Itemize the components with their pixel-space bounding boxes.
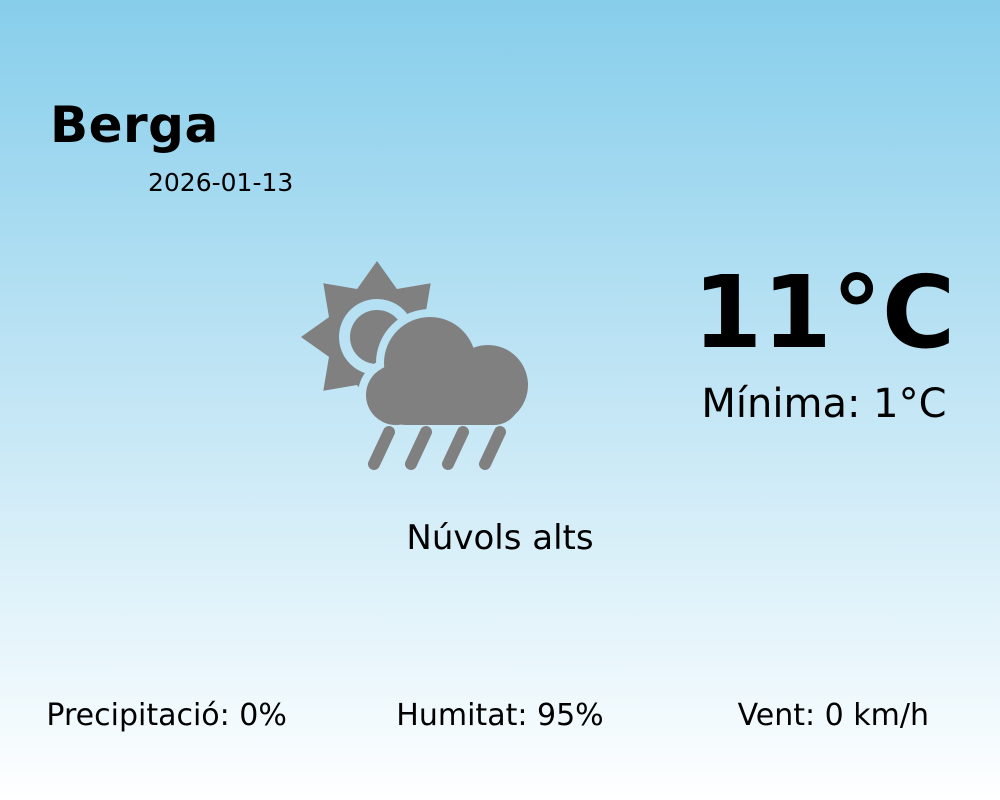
condition-label: Núvols alts xyxy=(406,518,594,558)
min-temperature: Mínima: 1°C xyxy=(701,381,947,427)
wind-stat: Vent: 0 km/h xyxy=(737,698,930,733)
sun-behind-rain-cloud-icon xyxy=(301,261,528,470)
precipitation-stat: Precipitació: 0% xyxy=(46,698,287,733)
location-title: Berga xyxy=(50,96,219,154)
stats-row: Precipitació: 0% Humitat: 95% Vent: 0 km… xyxy=(0,698,1000,734)
cloud-icon xyxy=(366,317,528,425)
weather-condition-icon xyxy=(290,255,540,485)
humidity-stat: Humitat: 95% xyxy=(396,698,604,733)
rain-icon xyxy=(368,426,506,470)
current-temperature: 11°C xyxy=(692,254,956,371)
date-label: 2026-01-13 xyxy=(148,168,294,197)
